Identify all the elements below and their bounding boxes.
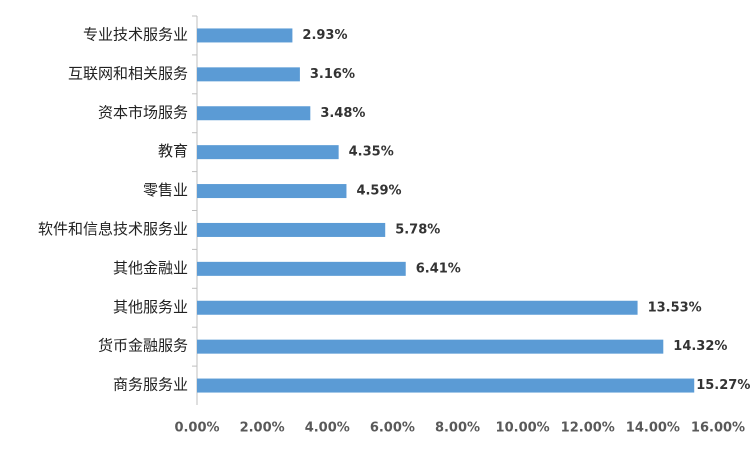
bar <box>197 261 406 276</box>
x-tick-label: 2.00% <box>240 421 285 436</box>
bar <box>197 28 293 43</box>
value-label: 3.16% <box>310 67 355 82</box>
x-tick-label: 4.00% <box>305 421 350 436</box>
value-label: 3.48% <box>320 106 365 121</box>
value-label: 15.27% <box>696 378 750 393</box>
value-label: 4.59% <box>356 184 401 199</box>
x-tick-label: 12.00% <box>561 421 615 436</box>
x-tick-label: 14.00% <box>626 421 680 436</box>
bar <box>197 145 339 160</box>
x-tick-label: 0.00% <box>174 421 219 436</box>
value-label: 4.35% <box>349 145 394 160</box>
bar <box>197 222 386 237</box>
y-tick-label: 互联网和相关服务 <box>68 64 188 82</box>
x-tick-label: 16.00% <box>691 421 745 436</box>
y-tick-label: 其他金融业 <box>113 259 188 277</box>
y-tick-label: 货币金融服务 <box>98 337 188 355</box>
y-tick-label: 资本市场服务 <box>98 103 188 121</box>
bar <box>197 184 347 199</box>
x-tick-label: 10.00% <box>496 421 550 436</box>
y-tick-label: 专业技术服务业 <box>83 25 188 43</box>
value-label: 5.78% <box>395 222 440 237</box>
value-label: 6.41% <box>416 261 461 276</box>
y-tick-label: 零售业 <box>143 181 188 199</box>
value-label: 13.53% <box>648 300 702 315</box>
bar <box>197 339 664 354</box>
bar <box>197 67 300 82</box>
bar <box>197 300 638 315</box>
y-tick-label: 教育 <box>158 142 188 160</box>
y-tick-label: 软件和信息技术服务业 <box>38 220 188 238</box>
x-tick-label: 6.00% <box>370 421 415 436</box>
bar <box>197 378 695 393</box>
x-tick-label: 8.00% <box>435 421 480 436</box>
y-tick-label: 商务服务业 <box>113 376 188 394</box>
value-label: 14.32% <box>673 339 727 354</box>
bar <box>197 106 311 121</box>
value-label: 2.93% <box>302 28 347 43</box>
y-tick-label: 其他服务业 <box>113 298 188 316</box>
